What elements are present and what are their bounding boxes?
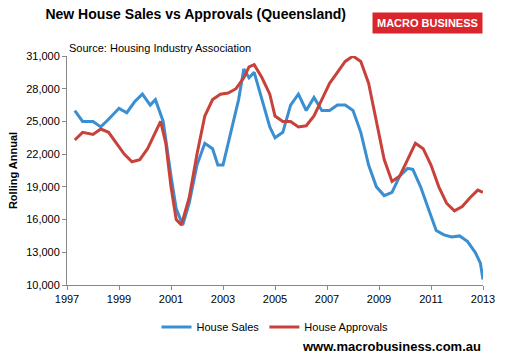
svg-text:House Sales: House Sales — [197, 321, 260, 333]
svg-text:25,000: 25,000 — [26, 115, 60, 127]
svg-text:2001: 2001 — [159, 293, 183, 305]
svg-text:13,000: 13,000 — [26, 246, 60, 258]
svg-text:1999: 1999 — [107, 293, 131, 305]
svg-text:16,000: 16,000 — [26, 213, 60, 225]
svg-text:Source: Housing Industry Assoc: Source: Housing Industry Association — [69, 42, 251, 54]
svg-text:31,000: 31,000 — [26, 50, 60, 62]
svg-text:19,000: 19,000 — [26, 181, 60, 193]
svg-text:MACRO BUSINESS: MACRO BUSINESS — [377, 17, 478, 29]
svg-text:2013: 2013 — [471, 293, 495, 305]
svg-text:28,000: 28,000 — [26, 83, 60, 95]
svg-text:Rolling Annual: Rolling Annual — [7, 132, 19, 209]
svg-text:www.macrobusiness.com.au: www.macrobusiness.com.au — [302, 339, 481, 354]
svg-text:2007: 2007 — [315, 293, 339, 305]
svg-text:22,000: 22,000 — [26, 148, 60, 160]
svg-text:2009: 2009 — [367, 293, 391, 305]
svg-text:2005: 2005 — [263, 293, 287, 305]
svg-text:1997: 1997 — [55, 293, 79, 305]
svg-text:2003: 2003 — [211, 293, 235, 305]
svg-text:2011: 2011 — [419, 293, 443, 305]
svg-text:10,000: 10,000 — [26, 279, 60, 291]
svg-text:New House Sales vs Approvals (: New House Sales vs Approvals (Queensland… — [45, 6, 346, 22]
svg-text:House Approvals: House Approvals — [304, 321, 388, 333]
